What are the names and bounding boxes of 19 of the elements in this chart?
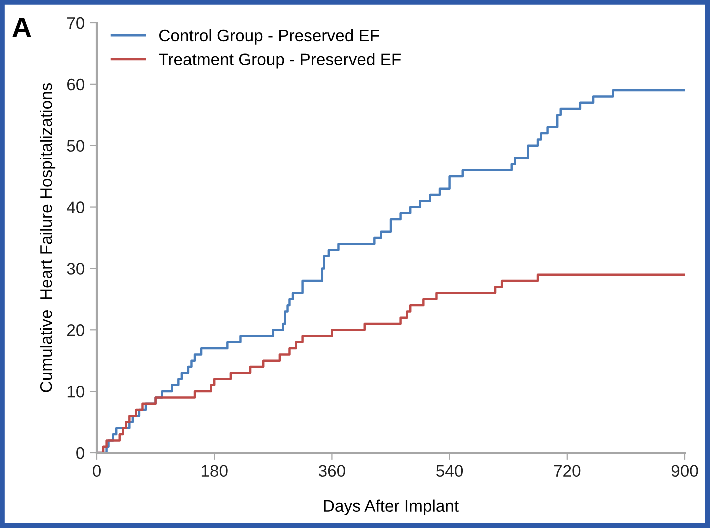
text: A <box>12 18 32 38</box>
legend-label: Treatment Group - Preserved EF <box>159 53 401 69</box>
legend-label: Control Group - Preserved EF <box>160 29 380 45</box>
x-tick-label: 0 <box>93 465 101 478</box>
x-axis-title: Days After Implant <box>324 500 459 516</box>
y-tick-label: 30 <box>67 263 85 275</box>
y-tick-label: 0 <box>76 447 85 460</box>
y-tick-label: 10 <box>68 386 85 398</box>
y-tick-label: 60 <box>68 78 85 91</box>
x-tick-label: 540 <box>436 465 464 478</box>
y-tick-label: 50 <box>67 140 85 152</box>
y-axis-title: Cumulative Heart Failure Hospitalizations <box>40 83 56 392</box>
y-tick-label: 40 <box>67 202 85 214</box>
y-tick-label: 70 <box>68 17 85 30</box>
x-tick-label: 180 <box>202 465 228 478</box>
y-tick-label: 20 <box>67 324 85 336</box>
x-tick-label: 360 <box>318 465 346 478</box>
x-tick-label: 900 <box>672 465 698 478</box>
x-tick-label: 720 <box>554 465 581 478</box>
